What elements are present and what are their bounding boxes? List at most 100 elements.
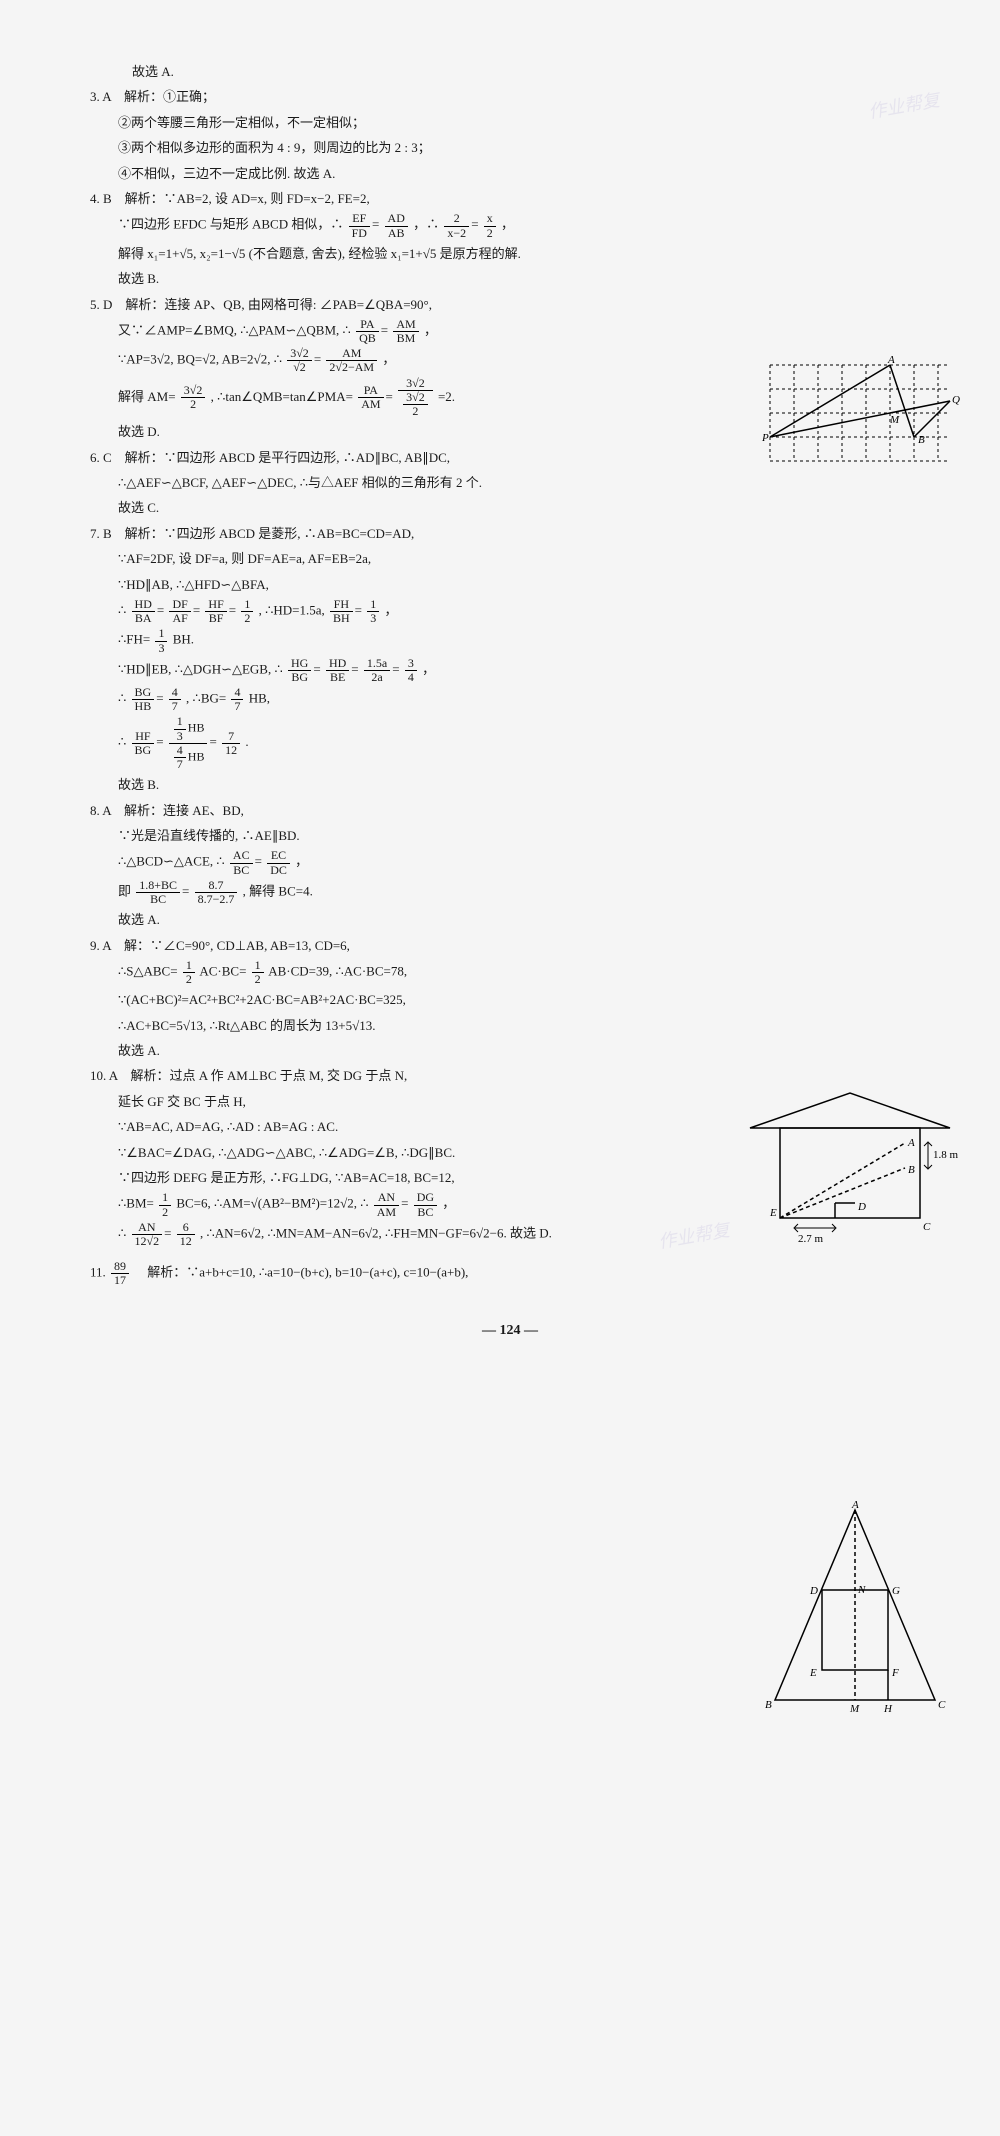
page-number: — 124 —: [90, 1318, 930, 1343]
q7-l6a: ∴: [118, 691, 126, 706]
q7-l4: ∴FH= 13 BH.: [90, 627, 930, 654]
q7-l3b: , ∴HD=1.5a,: [259, 603, 325, 618]
q8-l4: 故选 A.: [90, 908, 930, 931]
frac-hd-be: HDBE: [326, 657, 349, 684]
q7-l8: 故选 B.: [90, 773, 930, 796]
frac-bc18: 1.8+BCBC: [136, 879, 180, 906]
frac-hd-ba: HDBA: [132, 598, 155, 625]
q7-l6: ∴ BGHB= 47 , ∴BG= 47 HB,: [90, 686, 930, 713]
q4-l1: ∵四边形 EFDC 与矩形 ABCD 相似，∴ EFFD= ADAB ，∴ 2x…: [90, 212, 930, 239]
q4-head: 4. B 解析：∵AB=2, 设 AD=x, 则 FD=x−2, FE=2,: [90, 187, 930, 210]
q10-l5a: ∴BM=: [118, 1196, 154, 1211]
svg-text:F: F: [891, 1667, 899, 1679]
q5-l2b: ，: [382, 352, 395, 367]
frac-half-a: 12: [183, 959, 195, 986]
svg-text:H: H: [883, 1703, 893, 1715]
frac-3r2-r2: 3√2√2: [287, 347, 312, 374]
q9-l3: ∴AC+BC=5√13, ∴Rt△ABC 的周长为 13+5√13.: [90, 1014, 930, 1037]
q5-l3c: =2.: [438, 388, 455, 403]
frac-half-c: 12: [159, 1191, 171, 1218]
frac-df-af: DFAF: [169, 598, 190, 625]
q3-head: 3. A 解析：①正确；: [90, 85, 930, 108]
q11-num: 11.: [90, 1265, 106, 1280]
q7-head: 7. B 解析：∵四边形 ABCD 是菱形, ∴AB=BC=CD=AD,: [90, 522, 930, 545]
q9-l1a: ∴S△ABC=: [118, 964, 178, 979]
q7-l5: ∵HD∥EB, ∴△DGH∽△EGB, ∴ HGBG= HDBE= 1.5a2a…: [90, 657, 930, 684]
q5-l2a: ∵AP=3√2, BQ=√2, AB=2√2, ∴: [118, 352, 282, 367]
figure-q8-house: A B C D E 1.8 m 2.7 m: [740, 1088, 960, 1248]
figure-q10-triangle: A B C D G E F N M H: [760, 1500, 950, 1720]
svg-text:N: N: [857, 1584, 866, 1596]
q10-l6b: , ∴AN=6√2, ∴MN=AM−AN=6√2, ∴FH=MN−GF=6√2−…: [200, 1225, 552, 1240]
frac-an-12r2: AN12√2: [132, 1221, 163, 1248]
svg-text:D: D: [809, 1585, 818, 1597]
frac-2-xm2: 2x−2: [444, 212, 469, 239]
q7-l5b: ，: [422, 661, 435, 676]
svg-text:C: C: [938, 1699, 946, 1711]
q7-l7b: .: [245, 734, 248, 749]
svg-text:B: B: [908, 1164, 915, 1176]
frac-ec-dc: ECDC: [267, 849, 290, 876]
frac-pa-qb: PAQB: [356, 318, 379, 345]
frac-fh-bh: FHBH: [330, 598, 353, 625]
q11-head: 11. 8917 解析：∵a+b+c=10, ∴a=10−(b+c), b=10…: [90, 1260, 930, 1287]
q7-l7a: ∴: [118, 734, 126, 749]
frac-6-12: 612: [177, 1221, 195, 1248]
q9-l1b: AC·BC=: [199, 964, 246, 979]
q3-l3: ③两个相似多边形的面积为 4 : 9，则周边的比为 2 : 3；: [90, 136, 930, 159]
svg-text:A: A: [851, 1500, 859, 1511]
svg-text:M: M: [849, 1703, 860, 1715]
frac-x-2: x2: [484, 212, 496, 239]
q8-l2a: ∴△BCD∽△ACE, ∴: [118, 854, 225, 869]
frac-1-3: 13: [367, 598, 379, 625]
q4-l1a: ∵四边形 EFDC 与矩形 ABCD 相似，∴: [118, 217, 343, 232]
frac-7-12: 712: [222, 730, 240, 757]
q8-l3: 即 1.8+BCBC= 8.78.7−2.7 , 解得 BC=4.: [90, 879, 930, 906]
svg-text:P: P: [761, 432, 769, 444]
q4-l2: 解得 x₁=1+√5, x₂=1−√5 (不合题意, 舍去), 经检验 x₁=1…: [90, 242, 930, 265]
frac-hg-bg: HGBG: [288, 657, 311, 684]
svg-text:Q: Q: [952, 394, 960, 406]
svg-text:D: D: [857, 1201, 866, 1213]
frac-3-4: 34: [405, 657, 417, 684]
q5-l3b: , ∴tan∠QMB=tan∠PMA=: [211, 388, 353, 403]
svg-text:M: M: [889, 414, 900, 426]
frac-am-diff: AM2√2−AM: [326, 347, 377, 374]
q4-l3: 故选 B.: [90, 267, 930, 290]
frac-half-b: 12: [252, 959, 264, 986]
svg-text:B: B: [918, 434, 925, 446]
frac-89-17: 8917: [111, 1260, 129, 1287]
frac-3r2-2: 3√22: [181, 384, 206, 411]
svg-text:B: B: [765, 1699, 772, 1711]
q7-l4a: ∴FH=: [118, 632, 150, 647]
q7-l1: ∵AF=2DF, 设 DF=a, 则 DF=AE=a, AF=EB=2a,: [90, 547, 930, 570]
q5-l1b: ，: [424, 323, 437, 338]
q7-l2: ∵HD∥AB, ∴△HFD∽△BFA,: [90, 573, 930, 596]
q8-l1: ∵光是沿直线传播的, ∴AE∥BD.: [90, 824, 930, 847]
svg-text:2.7 m: 2.7 m: [798, 1233, 824, 1245]
sol-prev-end: 故选 A.: [90, 60, 930, 83]
q8-l3a: 即: [118, 883, 131, 898]
q9-head: 9. A 解：∵∠C=90°, CD⊥AB, AB=13, CD=6,: [90, 934, 930, 957]
frac-4-7b: 47: [231, 686, 243, 713]
q8-head: 8. A 解析：连接 AE、BD,: [90, 799, 930, 822]
q3-l4: ④不相似，三边不一定成比例. 故选 A.: [90, 162, 930, 185]
q6-l2: 故选 C.: [90, 496, 930, 519]
q7-l4b: BH.: [173, 632, 194, 647]
frac-pa-am: PAAM: [358, 384, 383, 411]
q4-l1b: ，∴: [413, 217, 439, 232]
q5-l1a: 又∵∠AMP=∠BMQ, ∴△PAM∽△QBM, ∴: [118, 323, 351, 338]
q4-l1c: ，: [501, 217, 514, 232]
frac-bg-hb: BGHB: [132, 686, 155, 713]
frac-4-7: 47: [169, 686, 181, 713]
frac-comp: 13HB 47HB: [169, 715, 208, 771]
frac-dg-bc: DGBC: [414, 1191, 437, 1218]
q9-l1c: AB·CD=39, ∴AC·BC=78,: [268, 964, 407, 979]
frac-ef-fd: EFFD: [349, 212, 370, 239]
q9-l2: ∵(AC+BC)²=AC²+BC²+2AC·BC=AB²+2AC·BC=325,: [90, 988, 930, 1011]
q8-l2: ∴△BCD∽△ACE, ∴ ACBC= ECDC ，: [90, 849, 930, 876]
svg-text:A: A: [907, 1137, 915, 1149]
svg-text:G: G: [892, 1585, 900, 1597]
page-content: 作业帮复 作业帮复 故选 A. 3. A 解析：①正确； ②两个等腰三角形一定相…: [90, 60, 930, 1288]
frac-ac-bc: ACBC: [230, 849, 253, 876]
